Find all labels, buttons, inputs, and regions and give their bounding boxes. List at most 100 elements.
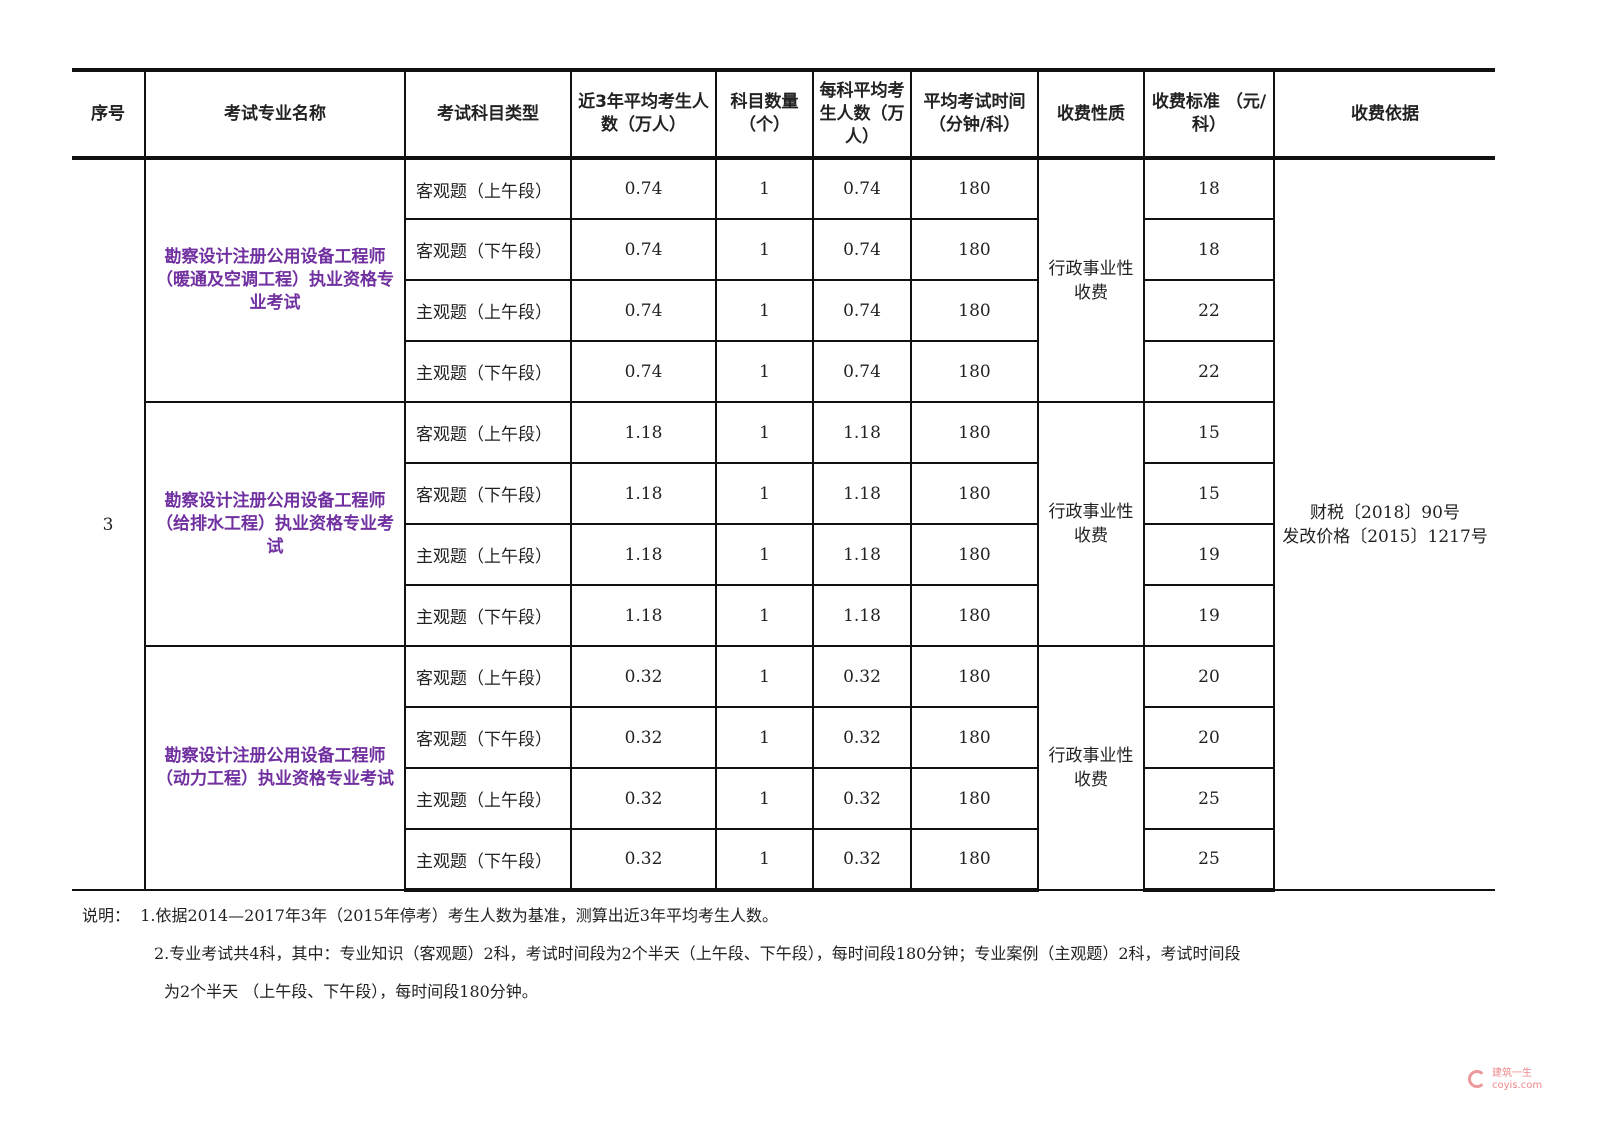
fee-standard-cell: 20 (1143, 706, 1274, 769)
per-subject-avg-cell: 1.18 (812, 523, 912, 586)
subject-type-cell: 客观题（下午段） (405, 706, 572, 769)
per-subject-avg-cell: 0.74 (812, 218, 912, 281)
table-row: 3 勘察设计注册公用设备工程师（暖通及空调工程）执业资格专业考试 客观题（上午段） 0… (72, 157, 1495, 891)
per-subject-avg-cell: 1.18 (812, 584, 912, 647)
avg-3yr-cell: 1.18 (570, 523, 717, 586)
watermark-url: coyis.com (1492, 1080, 1543, 1091)
per-subject-avg-cell: 1.18 (812, 462, 912, 525)
table-row: 客观题（下午段） 0.32 1 0.32 180 20 (72, 706, 1495, 769)
header-subject-type: 考试科目类型 (404, 68, 572, 160)
watermark-text: 建筑一生 (1492, 1068, 1532, 1079)
note-1: 1.依据2014—2017年3年（2015年停考）考生人数为基准，测算出近3年平… (140, 906, 778, 925)
subject-type-cell: 主观题（上午段） (405, 279, 572, 342)
fee-standard-cell: 19 (1143, 523, 1274, 586)
subject-type-cell: 主观题（上午段） (405, 523, 572, 586)
avg-time-cell: 180 (910, 706, 1039, 769)
header-row: 序号 考试专业名称 考试科目类型 近3年平均考生人数（万人） 科目数量（个） 每… (72, 68, 1495, 160)
avg-3yr-cell: 0.74 (570, 279, 717, 342)
avg-3yr-cell: 0.74 (570, 157, 717, 220)
fee-standard-cell: 19 (1143, 584, 1274, 647)
subject-type-cell: 主观题（下午段） (405, 340, 572, 403)
per-subject-avg-cell: 1.18 (812, 401, 912, 464)
avg-time-cell: 180 (910, 523, 1039, 586)
subject-count-cell: 1 (715, 584, 814, 647)
fee-table: 序号 考试专业名称 考试科目类型 近3年平均考生人数（万人） 科目数量（个） 每… (72, 68, 1495, 892)
subject-count-cell: 1 (715, 401, 814, 464)
subject-type-cell: 客观题（上午段） (404, 401, 572, 464)
subject-count-cell: 1 (715, 828, 814, 892)
note-2: 2.专业考试共4科，其中：专业知识（客观题）2科，考试时间段为2个半天（上午段、… (154, 944, 1241, 963)
subject-type-cell: 客观题（下午段） (405, 218, 572, 281)
subject-type-cell: 客观题（上午段） (404, 645, 572, 708)
per-subject-avg-cell: 0.32 (812, 828, 912, 892)
header-fee-standard: 收费标准 （元/科） (1143, 68, 1275, 160)
table-row: 主观题（下午段） 0.32 1 0.32 180 25 (72, 828, 1495, 892)
avg-3yr-cell: 0.74 (570, 340, 717, 403)
fee-basis-line: 财税〔2018〕90号 (1310, 502, 1460, 523)
fee-standard-cell: 18 (1143, 157, 1275, 220)
avg-time-cell: 180 (910, 828, 1039, 892)
subject-type-cell: 主观题（下午段） (405, 828, 572, 892)
table-row: 主观题（下午段） 1.18 1 1.18 180 19 (72, 584, 1495, 647)
header-serial: 序号 (72, 68, 146, 160)
avg-3yr-cell: 0.32 (570, 767, 717, 830)
fee-standard-cell: 18 (1143, 218, 1274, 281)
table-row: 客观题（下午段） 1.18 1 1.18 180 15 (72, 462, 1495, 525)
note-2-continued: 为2个半天 （上午段、下午段），每时间段180分钟。 (164, 982, 538, 1001)
avg-3yr-cell: 1.18 (570, 584, 717, 647)
fee-nature-cell: 行政事业性收费 (1037, 401, 1145, 647)
avg-time-cell: 180 (910, 279, 1039, 342)
avg-3yr-cell: 0.74 (570, 218, 717, 281)
avg-3yr-cell: 1.18 (570, 462, 717, 525)
subject-type-cell: 客观题（下午段） (405, 462, 572, 525)
header-per-subject-avg: 每科平均考生人数（万人） (812, 68, 912, 160)
fee-standard-cell: 20 (1143, 645, 1274, 708)
fee-standard-cell: 15 (1143, 401, 1274, 464)
avg-3yr-cell: 0.32 (570, 706, 717, 769)
avg-time-cell: 180 (910, 340, 1039, 403)
subject-type-cell: 主观题（下午段） (405, 584, 572, 647)
fee-standard-cell: 25 (1143, 828, 1274, 892)
header-exam-name: 考试专业名称 (144, 68, 406, 160)
table-row: 勘察设计注册公用设备工程师（给排水工程）执业资格专业考试 客观题（上午段） 1.18… (72, 401, 1495, 647)
table-body: 3 勘察设计注册公用设备工程师（暖通及空调工程）执业资格专业考试 客观题（上午段） 0… (72, 157, 1495, 892)
header-avg-time: 平均考试时间（分钟/科） (910, 68, 1039, 160)
fee-standard-cell: 25 (1143, 767, 1274, 830)
subject-count-cell: 1 (715, 767, 814, 830)
fee-standard-cell: 15 (1143, 462, 1274, 525)
subject-type-cell: 客观题（上午段） (404, 157, 572, 220)
subject-count-cell: 1 (715, 462, 814, 525)
table-row: 客观题（下午段） 0.74 1 0.74 180 18 (72, 218, 1495, 281)
exam-name-cell: 勘察设计注册公用设备工程师（给排水工程）执业资格专业考试 (145, 401, 406, 647)
fee-nature-cell: 行政事业性收费 (1037, 645, 1145, 891)
exam-name-cell: 勘察设计注册公用设备工程师（动力工程）执业资格专业考试 (145, 645, 406, 891)
subject-type-cell: 主观题（上午段） (405, 767, 572, 830)
fee-nature-cell: 行政事业性收费 (1037, 157, 1145, 403)
per-subject-avg-cell: 0.32 (812, 645, 912, 708)
fee-basis-cell: 财税〔2018〕90号发改价格〔2015〕1217号 (1273, 157, 1495, 891)
subject-count-cell: 1 (715, 218, 814, 281)
subject-count-cell: 1 (715, 706, 814, 769)
header-fee-nature: 收费性质 (1037, 68, 1145, 160)
per-subject-avg-cell: 0.32 (812, 767, 912, 830)
watermark-logo: 建筑一生 coyis.com (1468, 1068, 1542, 1092)
per-subject-avg-cell: 0.32 (812, 706, 912, 769)
avg-time-cell: 180 (910, 401, 1039, 464)
table-row: 主观题（下午段） 0.74 1 0.74 180 22 (72, 340, 1495, 403)
subject-count-cell: 1 (715, 645, 814, 708)
avg-time-cell: 180 (910, 218, 1039, 281)
avg-time-cell: 180 (910, 462, 1039, 525)
avg-3yr-cell: 1.18 (570, 401, 717, 464)
header-avg-3yr: 近3年平均考生人数（万人） (570, 68, 717, 160)
avg-time-cell: 180 (910, 584, 1039, 647)
header-fee-basis: 收费依据 (1273, 68, 1495, 160)
per-subject-avg-cell: 0.74 (812, 279, 912, 342)
fee-basis-line: 发改价格〔2015〕1217号 (1282, 526, 1488, 547)
exam-name-cell: 勘察设计注册公用设备工程师（暖通及空调工程）执业资格专业考试 (144, 157, 406, 403)
table-row: 主观题（上午段） 0.32 1 0.32 180 25 (72, 767, 1495, 830)
notes-label: 说明： (82, 906, 131, 925)
header-subject-count: 科目数量（个） (715, 68, 814, 160)
logo-icon (1468, 1070, 1486, 1088)
fee-standard-cell: 22 (1143, 279, 1274, 342)
subject-count-cell: 1 (715, 523, 814, 586)
